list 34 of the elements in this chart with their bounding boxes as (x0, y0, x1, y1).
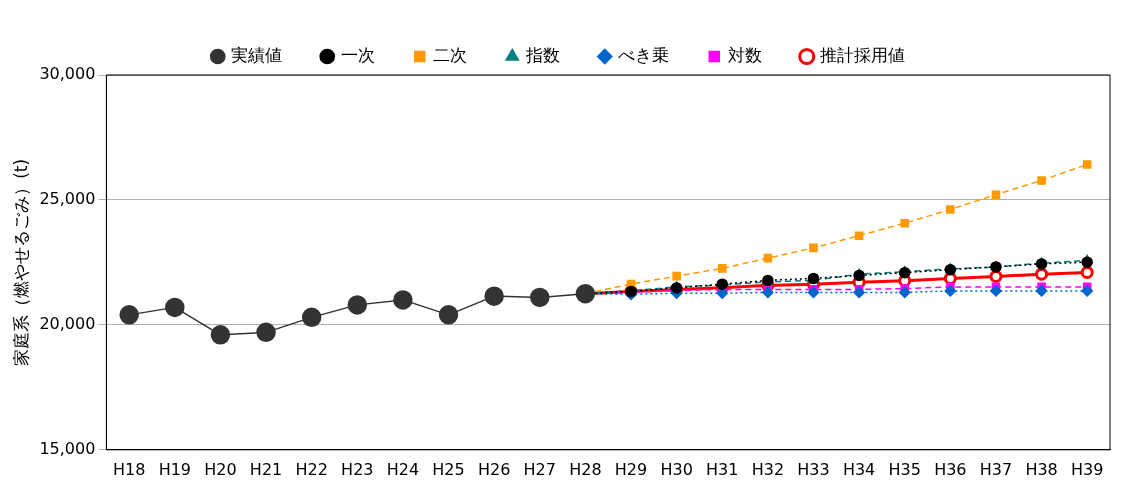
x-tick-label: H38 (1025, 459, 1058, 479)
y-tick-label: 30,000 (39, 64, 96, 84)
legend-label: 対数 (727, 44, 762, 65)
legend-label: 指数 (524, 44, 560, 65)
y-tick-label: 25,000 (39, 189, 96, 209)
x-tick-label: H30 (660, 459, 693, 479)
x-tick-label: H26 (477, 459, 511, 479)
legend-label: 推計採用値 (820, 44, 906, 65)
x-tick-label: H37 (979, 459, 1013, 479)
x-tick-label: H24 (386, 459, 420, 479)
x-tick-label: H29 (614, 459, 648, 479)
x-tick-label: H18 (113, 459, 146, 479)
x-tick-label: H27 (523, 459, 556, 479)
x-tick-label: H35 (888, 459, 921, 479)
legend-label: べき乗 (618, 44, 670, 65)
x-tick-label: H21 (249, 459, 283, 479)
legend-label: 二次 (433, 44, 468, 65)
x-tick-label: H36 (934, 459, 967, 479)
y-tick-label: 20,000 (39, 314, 96, 334)
x-tick-label: H33 (797, 459, 830, 479)
x-tick-label: H19 (158, 459, 192, 479)
x-tick-label: H34 (842, 459, 876, 479)
x-tick-label: H28 (569, 459, 602, 479)
legend-label: 一次 (340, 44, 375, 65)
y-tick-label: 15,000 (39, 438, 96, 458)
x-tick-label: H20 (204, 459, 237, 479)
x-tick-label: H25 (432, 459, 465, 479)
x-tick-label: H39 (1071, 459, 1104, 479)
legend-label: 実績値 (231, 44, 283, 65)
x-tick-label: H31 (706, 459, 739, 479)
y-axis-title: 家庭系（燃やせるごみ）(t) (10, 158, 31, 366)
x-tick-label: H23 (341, 459, 374, 479)
x-tick-label: H22 (295, 459, 328, 479)
x-tick-label: H32 (751, 459, 785, 479)
